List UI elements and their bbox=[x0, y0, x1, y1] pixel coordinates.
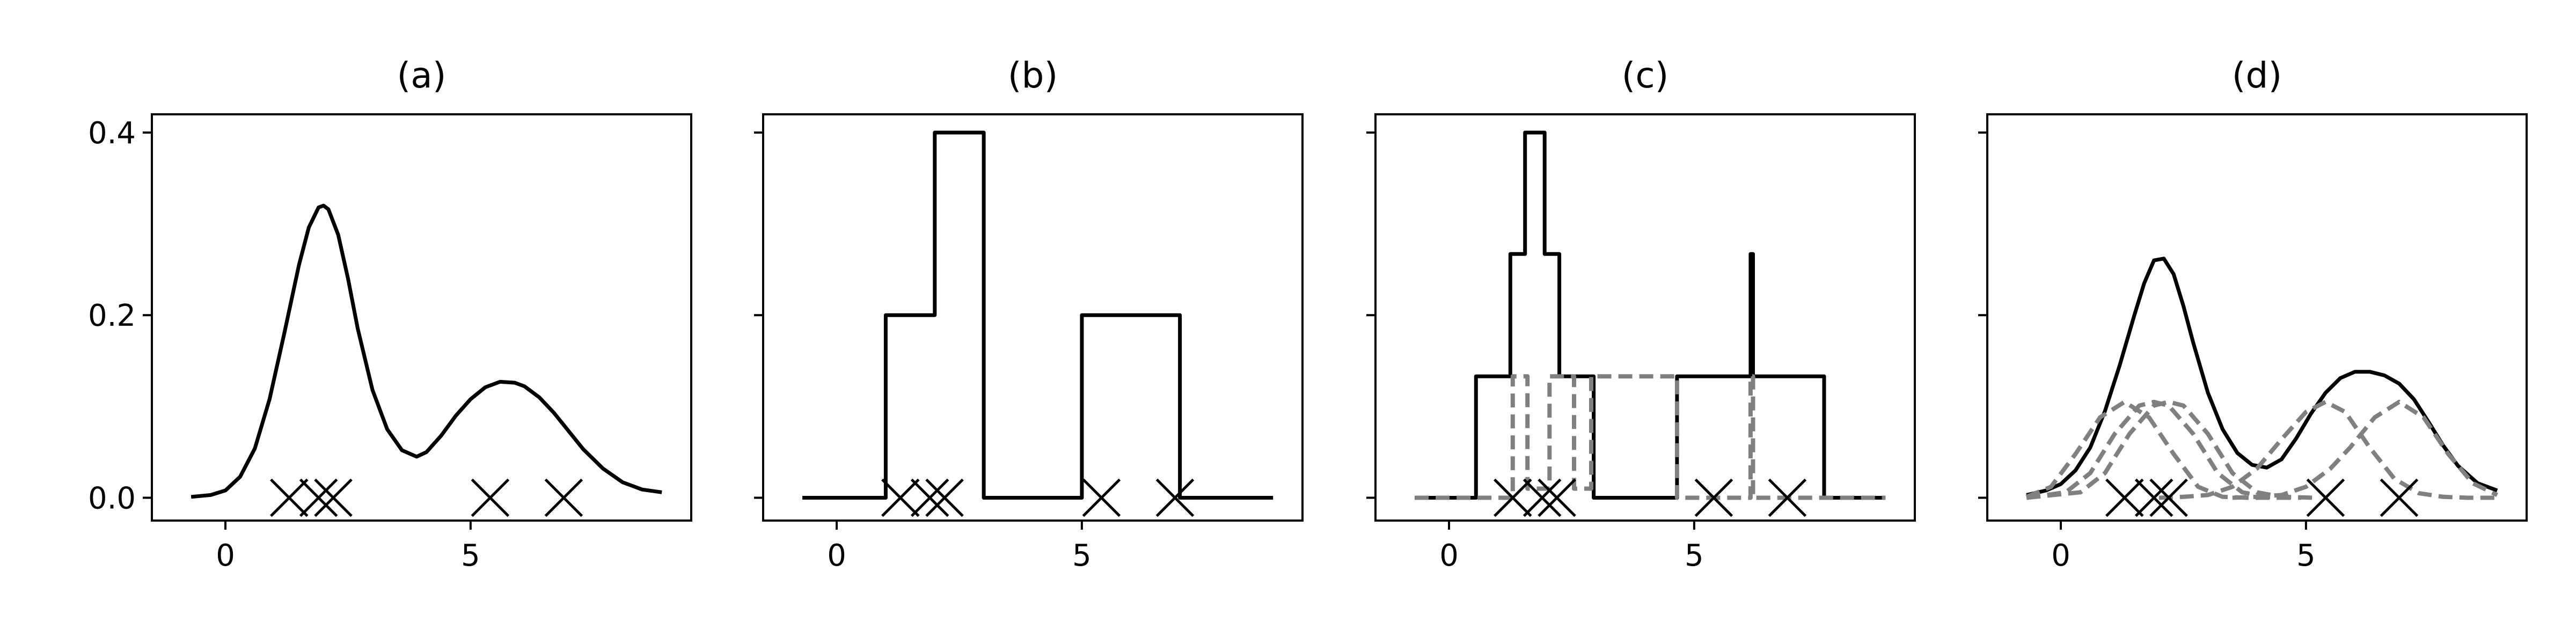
panel-3: 0 5 (c) bbox=[1366, 55, 1916, 573]
plot-area bbox=[802, 130, 1274, 517]
sample-marker bbox=[270, 478, 309, 517]
sample-marker bbox=[2134, 478, 2174, 517]
sample-marker bbox=[314, 478, 353, 517]
sample-marker bbox=[1082, 478, 1121, 517]
sample-marker bbox=[1523, 478, 1562, 517]
density-curve bbox=[2026, 257, 2498, 497]
x-tick-label: 5 bbox=[1685, 538, 1704, 573]
sample-marker bbox=[881, 478, 920, 517]
sample-marker bbox=[925, 478, 964, 517]
x-tick-label: 5 bbox=[461, 538, 480, 573]
kernel-curve bbox=[1415, 374, 1886, 500]
sample-marker bbox=[471, 478, 510, 517]
x-tick-label: 5 bbox=[2296, 538, 2316, 573]
sample-marker bbox=[2105, 478, 2144, 517]
x-tick-label: 5 bbox=[1072, 538, 1092, 573]
panel-2: 0 5 (b) bbox=[754, 55, 1304, 573]
kernel-curve bbox=[2025, 399, 2296, 500]
sample-marker bbox=[1768, 478, 1807, 517]
plot-area bbox=[191, 203, 662, 517]
sample-marker bbox=[1694, 478, 1733, 517]
density-curve bbox=[802, 130, 1274, 500]
plot-area bbox=[1415, 130, 1886, 517]
sample-marker bbox=[1538, 478, 1576, 517]
kernel-curve bbox=[2026, 399, 2316, 500]
axes-frame bbox=[151, 113, 692, 522]
panel-4: 0 5 (d) bbox=[1978, 55, 2528, 573]
panel-1: 0 5 0.0 0.2 0.4 (a) bbox=[88, 55, 692, 573]
sample-marker bbox=[544, 478, 583, 517]
x-tick-label: 0 bbox=[2051, 538, 2070, 573]
x-tick-label: 0 bbox=[827, 538, 846, 573]
sample-marker bbox=[299, 478, 338, 517]
sample-marker bbox=[910, 478, 949, 517]
sample-marker bbox=[2380, 478, 2419, 517]
sample-marker bbox=[1494, 478, 1532, 517]
sample-marker bbox=[2149, 478, 2188, 517]
panel-title: (a) bbox=[397, 55, 447, 96]
panel-title: (c) bbox=[1622, 55, 1669, 96]
kernel-curve bbox=[2026, 399, 2301, 500]
x-tick-label: 0 bbox=[1439, 538, 1459, 573]
density-curve bbox=[1415, 130, 1886, 500]
density-curve bbox=[191, 203, 662, 499]
y-tick-label: 0.2 bbox=[88, 298, 136, 333]
axes-frame bbox=[762, 113, 1304, 522]
sample-marker bbox=[2306, 478, 2345, 517]
x-tick-label: 0 bbox=[216, 538, 235, 573]
panel-title: (d) bbox=[2232, 55, 2282, 96]
axes-frame bbox=[1986, 113, 2528, 522]
axes-frame bbox=[1374, 113, 1916, 522]
kernel-curve bbox=[2232, 399, 2498, 500]
sample-marker bbox=[1155, 478, 1195, 517]
plot-area bbox=[2025, 257, 2498, 517]
y-tick-label: 0.0 bbox=[88, 481, 136, 516]
y-tick-label: 0.4 bbox=[88, 116, 136, 151]
panel-title: (b) bbox=[1008, 55, 1058, 96]
